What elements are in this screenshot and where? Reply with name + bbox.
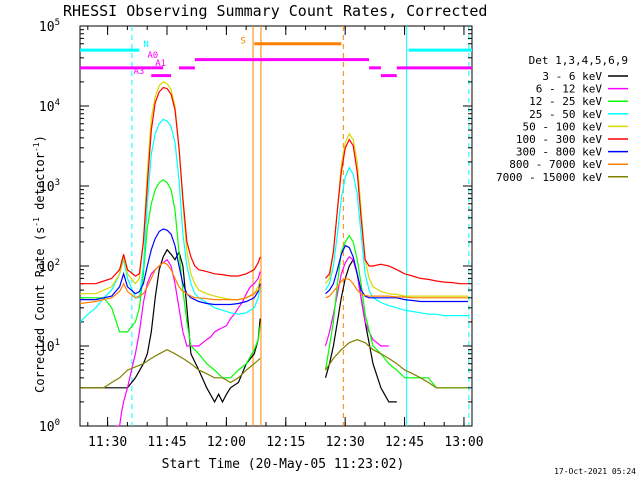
legend-title: Det 1,3,4,5,6,9 (529, 54, 628, 67)
data-layer (80, 42, 472, 426)
footer-date: 17-Oct-2021 05:24 (554, 467, 636, 476)
series-line-25-50-kev (80, 118, 261, 323)
chart-title: RHESSI Observing Summary Count Rates, Co… (63, 2, 487, 20)
series-line-50-100-kev (325, 132, 468, 297)
legend-label: 300 - 800 keV (516, 146, 602, 159)
y-tick-label: 100 (39, 418, 60, 435)
state-label-S: S (240, 37, 245, 47)
y-label-pre: Corrected Count Rate (s (33, 227, 47, 393)
series-line-800-7000-kev (325, 277, 468, 299)
x-axis-label: Start Time (20-May-05 11:23:02) (162, 457, 405, 472)
state-label-A3: A3 (133, 67, 144, 77)
x-tick-label: 12:00 (207, 435, 246, 450)
state-label-A1: A1 (155, 59, 166, 69)
legend-label: 7000 - 15000 keV (496, 171, 602, 184)
series-line-12-25-kev (324, 234, 468, 389)
x-tick-label: 12:15 (266, 435, 305, 450)
y-label-sup2: -1 (32, 142, 41, 152)
y-tick-label: 105 (39, 18, 60, 35)
legend-label: 3 - 6 keV (542, 70, 602, 83)
state-label-A0: A0 (147, 51, 158, 61)
series-line-300-800-kev (80, 228, 261, 306)
x-tick-label: 12:45 (385, 435, 424, 450)
plot-area: 11:30 11:45 12:00 12:15 12:30 12:45 13:00 100 10… (39, 18, 484, 450)
series-line-300-800-kev (325, 244, 468, 303)
y-label-sup1: -1 (32, 217, 41, 227)
y-label-mid: detector (33, 152, 47, 217)
series-line-7000-15000-kev (80, 349, 261, 389)
legend-label: 100 - 300 keV (516, 133, 602, 146)
series-line-12-25-kev (80, 178, 261, 379)
legend-label: 50 - 100 keV (523, 120, 603, 133)
state-label-N: N (143, 40, 148, 50)
legend-label: 12 - 25 keV (529, 95, 602, 108)
series-line-100-300-kev (325, 138, 468, 285)
y-tick-label: 103 (39, 178, 60, 195)
series-line-800-7000-kev (80, 262, 261, 305)
series-line-25-50-kev (324, 166, 468, 317)
legend-label: 25 - 50 keV (529, 108, 602, 121)
x-tick-label: 13:00 (444, 435, 483, 450)
y-tick-label: 104 (39, 98, 60, 115)
series-line-100-300-kev (80, 86, 261, 285)
y-tick-label: 102 (39, 258, 60, 275)
series-line-6-12-kev (115, 258, 261, 426)
legend-label: 6 - 12 keV (536, 83, 603, 96)
plot-frame (79, 25, 473, 427)
y-label-post: ) (33, 135, 47, 142)
y-axis-label: Corrected Count Rate (s-1 detector-1) (32, 135, 47, 393)
x-tick-label: 11:45 (147, 435, 186, 450)
x-tick-label: 11:30 (88, 435, 127, 450)
series-line-50-100-kev (80, 81, 261, 301)
x-tick-label: 12:30 (326, 435, 365, 450)
legend-label: 800 - 7000 keV (509, 158, 602, 171)
y-tick-label: 101 (39, 338, 60, 355)
series-line-7000-15000-kev (325, 339, 468, 389)
series-line-3-6-kev (80, 248, 261, 404)
